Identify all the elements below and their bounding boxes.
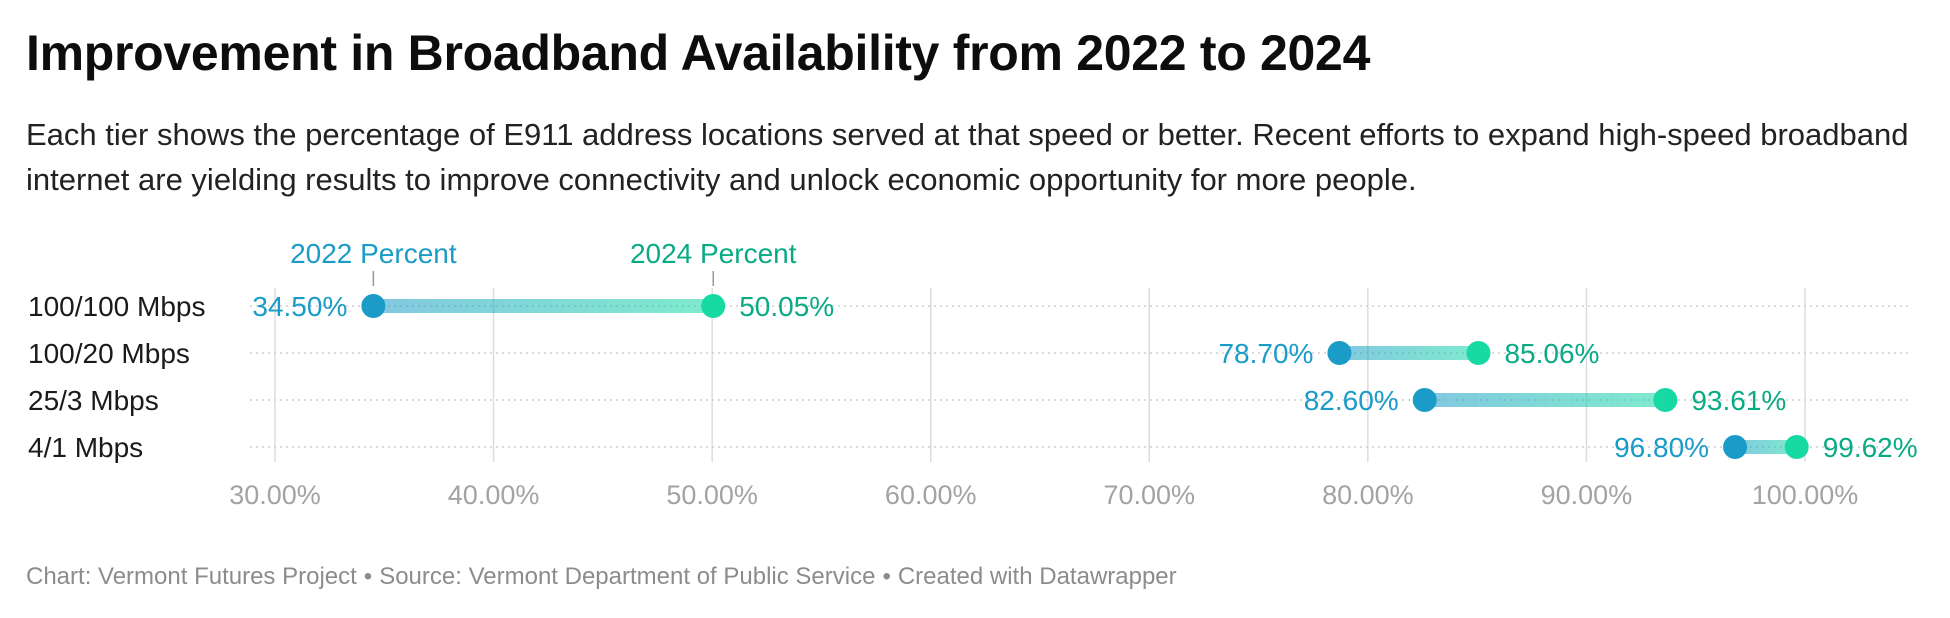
x-tick-label: 30.00% (229, 480, 321, 510)
legend-2022-label: 2022 Percent (290, 238, 457, 269)
range-bar (1735, 440, 1797, 454)
x-tick-label: 100.00% (1752, 480, 1859, 510)
notes-separator: • (882, 563, 891, 590)
dot-2024 (1653, 388, 1678, 412)
dot-2024 (701, 294, 726, 318)
dot-2022 (1412, 388, 1437, 412)
dot-range-chart: 30.00% 40.00% 50.00% 60.00% 70.00% 80.00% 90.0… (28, 238, 1918, 510)
category-label: 100/20 Mbps (28, 338, 190, 369)
x-tick-label: 40.00% (448, 480, 540, 510)
data-label-2024: 50.05% (739, 291, 834, 322)
data-label-2024: 93.61% (1691, 385, 1786, 416)
x-tick-label: 50.00% (666, 480, 758, 510)
data-label-2022: 78.70% (1218, 338, 1313, 369)
dot-2024 (1466, 341, 1491, 365)
range-bar (1339, 346, 1479, 360)
category-label: 4/1 Mbps (28, 432, 143, 463)
range-bars (373, 299, 1797, 454)
dot-2022 (1327, 341, 1352, 365)
category-labels: 100/100 Mbps 100/20 Mbps 25/3 Mbps 4/1 Mbps (28, 291, 205, 463)
chart-credit: Chart: Vermont Futures Project (26, 563, 357, 590)
x-tick-label: 70.00% (1103, 480, 1195, 510)
data-label-2022: 34.50% (252, 291, 347, 322)
chart-title: Improvement in Broadband Availability fr… (26, 25, 1371, 81)
category-label: 25/3 Mbps (28, 385, 159, 416)
dot-2022 (1723, 435, 1748, 459)
source-note: Source: Vermont Department of Public Ser… (379, 563, 876, 590)
data-label-2024: 85.06% (1504, 338, 1599, 369)
x-tick-label: 90.00% (1541, 480, 1633, 510)
range-bar (1424, 393, 1666, 407)
data-label-2022: 96.80% (1614, 432, 1709, 463)
legend-2024-label: 2024 Percent (630, 238, 797, 269)
notes-separator: • (363, 563, 373, 590)
dot-2022 (361, 294, 386, 318)
category-label: 100/100 Mbps (28, 291, 205, 322)
x-tick-label: 80.00% (1322, 480, 1414, 510)
dot-2024 (1784, 435, 1809, 459)
data-points (361, 294, 1809, 459)
data-label-2022: 82.60% (1304, 385, 1399, 416)
created-with-note: Created with Datawrapper (897, 563, 1177, 590)
data-labels: 34.50% 50.05% 78.70% 85.06% 82.60% 93.61% 96.8… (252, 291, 1917, 463)
x-axis-tick-labels: 30.00% 40.00% 50.00% 60.00% 70.00% 80.00% 90.0… (229, 480, 1858, 510)
chart-subtitle: Each tier shows the percentage of E911 a… (26, 117, 1909, 197)
chart-notes: Chart: Vermont Futures Project • Source: V… (26, 563, 1177, 591)
x-tick-label: 60.00% (885, 480, 977, 510)
inline-legend: 2022 Percent 2024 Percent (290, 238, 797, 286)
data-label-2024: 99.62% (1823, 432, 1918, 463)
range-bar (373, 299, 714, 313)
